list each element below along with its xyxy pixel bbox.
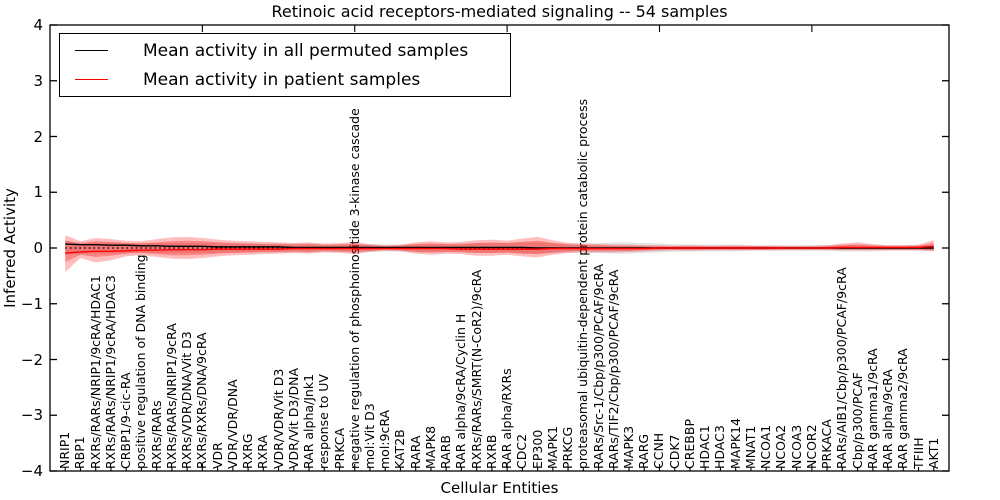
x-tick-label: TFIIH [910,437,926,469]
x-tick-label: NCOA2 [773,424,789,469]
patient-mean-line [65,245,934,254]
x-tick-label: CDK7 [666,434,682,469]
x-tick-label: NRIP1 [57,431,73,469]
patient-samples-spread-inner-band [65,240,934,262]
x-tick-label: MAPK3 [621,425,637,469]
x-tick-label: RAR gamma1/9cRA [864,348,880,469]
x-tick-label: RXRs/RARs/NRIP1/9cRA/HDAC3 [102,275,118,469]
x-tick-label: RXRA [255,435,271,469]
x-tick-label: response to UV [316,374,332,469]
y-tick-label: 4 [33,16,43,34]
x-tick-label: VDR/VDR/Vit D3 [270,368,286,469]
y-tick-label: −3 [20,406,43,425]
y-tick-label: −4 [20,462,43,480]
legend-label-patient: Mean activity in patient samples [143,69,421,90]
x-tick-label: RAR alpha/Jnk1 [301,373,317,469]
x-axis-label: Cellular Entities [440,479,559,497]
y-tick-label: 1 [33,183,43,202]
x-tick-label: RARB [438,435,454,469]
x-tick-label: positive regulation of DNA binding [133,254,149,469]
x-tick-label: MAPK1 [544,425,560,469]
patient-samples-spread-outer-band [65,235,934,272]
x-tick-label: RAR gamma2/9cRA [895,348,911,469]
x-tick-label: RXRs/RARs [148,400,164,469]
x-tick-label: PRKCA [331,427,347,469]
permuted-line-sample-icon [75,50,108,51]
x-tick-label: NCOR2 [803,424,819,469]
y-tick-label: −2 [20,350,43,369]
x-tick-label: HDAC3 [712,425,728,469]
x-tick-label: CCNH [651,432,667,469]
x-tick-label: mol:9cRA [377,409,393,469]
x-tick-label: RAR alpha/RXRs [499,368,515,469]
x-tick-label: PRKACA [819,419,835,469]
x-tick-label: VDR/Vit D3/DNA [285,367,301,469]
patient-line-sample-icon [75,79,108,80]
y-tick-label: −1 [20,294,43,313]
x-tick-label: RARA [407,435,423,469]
x-tick-label: RXRs/VDR/DNA/Vit D3 [179,331,195,469]
legend: Mean activity in all permuted samples Me… [59,33,511,97]
x-tick-label: HDAC1 [697,425,713,469]
x-tick-label: Cbp/p300/PCAF [849,372,865,469]
x-tick-label: RBP1 [72,436,88,469]
permuted-samples-spread-band [65,241,934,255]
x-tick-label: RARs/TIF2/Cbp/p300/PCAF/9cRA [605,269,621,469]
x-tick-label: RXRs/RARs/SMRT(N-CoR2)/9cRA [468,269,484,469]
x-tick-label: AKT1 [925,437,941,469]
x-tick-label: MAPK8 [422,425,438,469]
x-tick-label: mol:Vit D3 [361,403,377,469]
x-tick-label: CDC2 [514,433,530,469]
x-tick-label: CRBP1/9-cic-RA [118,372,134,469]
x-tick-label: RARG [636,433,652,469]
x-tick-label: RARs/Src-1/Cbp/p300/PCAF/9cRA [590,263,606,469]
x-tick-label: negative regulation of phosphoinositide … [346,108,362,469]
x-tick-label: RXRs/RXRs/DNA/9cRA [194,332,210,469]
x-tick-label: RXRG [240,433,256,469]
x-tick-label: CREBBP [681,419,697,469]
x-tick-label: RAR alpha/9cRA/Cyclin H [453,313,469,469]
chart-title: Retinoic acid receptors-mediated signali… [271,2,728,21]
legend-item-permuted: Mean activity in all permuted samples [60,40,510,62]
x-tick-label: KAT2B [392,429,408,469]
y-tick-label: 3 [33,71,43,90]
permuted-mean-line [65,243,934,249]
x-tick-label: EP300 [529,429,545,469]
x-tick-label: VDR/VDR/DNA [224,379,240,469]
x-tick-label: RARs/AIB1/Cbp/p300/PCAF/9cRA [834,267,850,469]
x-tick-label: RXRs/RARs/NRIP1/9cRA [163,323,179,469]
y-tick-label: 0 [33,239,43,257]
x-tick-label: PRKCG [560,426,576,469]
x-tick-label: MAPK14 [727,418,743,469]
x-tick-label: RXRB [483,434,499,469]
x-tick-label: RXRs/RARs/NRIP1/9cRA/HDAC1 [87,275,103,469]
legend-label-permuted: Mean activity in all permuted samples [143,40,469,61]
x-tick-label: MNAT1 [742,425,758,469]
x-tick-label: NCOA3 [788,424,804,469]
x-tick-label: RAR alpha/9cRA [880,369,896,469]
x-tick-label: NCOA1 [758,424,774,469]
x-tick-label: VDR [209,442,225,469]
x-tick-label: proteasomal ubiquitin-dependent protein … [575,98,591,469]
legend-item-patient: Mean activity in patient samples [60,69,510,91]
y-tick-label: 2 [33,127,43,146]
